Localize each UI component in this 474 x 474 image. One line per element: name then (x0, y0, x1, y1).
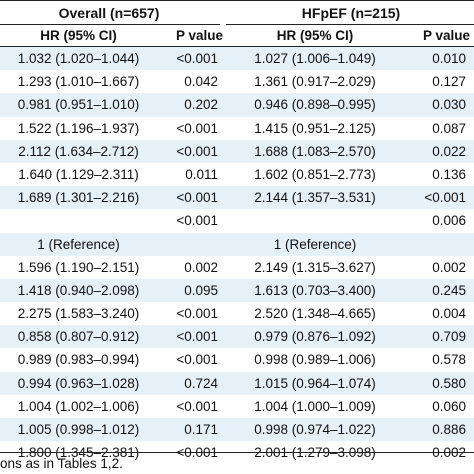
overall-hr-cell: 1.032 (1.020–1.044) (17, 51, 140, 66)
table-row: 1.596 (1.190–2.151) 0.002 2.149 (1.315–3.6… (0, 256, 474, 279)
overall-hr-cell: 2.275 (1.583–3.240) (17, 306, 140, 322)
overall-p-value-cell: 0.724 (184, 375, 218, 391)
hfpef-hr-cell: 0.979 (0.876–1.092) (254, 329, 376, 345)
hfpef-p-value-cell: 0.886 (432, 422, 466, 437)
overall-hr-cell: 1.522 (1.196–1.937) (17, 120, 140, 136)
hfpef-hr-cell: 0.998 (0.989–1.006) (254, 352, 376, 368)
table-row: 0.989 (0.983–0.994) <0.001 0.998 (0.989–1.… (0, 348, 474, 371)
table-body: 1.032 (1.020–1.044) <0.001 1.027 (1.006–1.… (0, 47, 474, 464)
overall-hr-cell: 1.005 (0.998–1.012) (17, 422, 140, 437)
hfpef-p-value-cell: 0.087 (432, 120, 466, 136)
hfpef-hr-cell (228, 209, 402, 232)
hfpef-hr-cell: 1.361 (0.917–2.029) (254, 74, 376, 90)
table-row: 1.522 (1.196–1.937) <0.001 1.415 (0.951–2.… (0, 117, 474, 140)
hfpef-p-value-cell: 0.580 (432, 375, 466, 391)
hfpef-group-rule (226, 24, 474, 25)
hfpef-p-value-cell: 0.010 (432, 51, 466, 66)
overall-p-value-cell: 0.202 (184, 97, 218, 113)
table-row: 0.858 (0.807–0.912) <0.001 0.979 (0.876–1.… (0, 325, 474, 349)
overall-hr-cell: 1.640 (1.129–2.311) (18, 166, 139, 182)
overall-p-value-cell (157, 233, 218, 256)
hfpef-p-value-cell: 0.245 (432, 282, 466, 298)
hfpef-hr-column-header: HR (95% CI) (276, 28, 354, 43)
overall-p-column-header: P value (175, 28, 223, 43)
overall-p-value-cell: 0.002 (184, 259, 218, 275)
table-bottom-rule (0, 452, 474, 453)
table-top-rule (0, 0, 474, 1)
table-row: 1.689 (1.301–2.216) <0.001 2.144 (1.357–3.… (0, 186, 474, 210)
overall-hr-cell: 1.418 (0.940–2.098) (17, 282, 140, 298)
hfpef-p-value-cell: 0.127 (432, 74, 466, 90)
overall-p-value-cell: <0.001 (176, 213, 218, 229)
table-row: 0.981 (0.951–1.010) 0.202 0.946 (0.898–0.9… (0, 93, 474, 117)
table-row: 1.293 (1.010–1.667) 0.042 1.361 (0.917–2.0… (0, 70, 474, 93)
overall-p-value-cell: <0.001 (176, 120, 218, 136)
overall-hr-cell (0, 209, 157, 232)
overall-group-header: Overall (n=657) (58, 5, 160, 21)
overall-p-value-cell: <0.001 (176, 306, 218, 322)
overall-hr-cell: 1.293 (1.010–1.667) (17, 74, 140, 90)
hfpef-hr-cell: 2.149 (1.315–3.627) (254, 259, 376, 275)
hfpef-p-value-cell: 0.030 (432, 97, 466, 113)
table-row: 1.418 (0.940–2.098) 0.095 1.613 (0.703–3.4… (0, 278, 474, 303)
table-row: <0.001 0.006 (0, 209, 474, 232)
hfpef-hr-cell: 1.004 (1.000–1.009) (254, 398, 376, 414)
overall-p-value-cell: <0.001 (176, 329, 218, 345)
hfpef-p-value-cell: 0.006 (432, 213, 466, 229)
hfpef-hr-cell: 0.998 (0.974–1.022) (254, 422, 376, 437)
overall-p-value-cell: <0.001 (176, 190, 218, 206)
table-row: 2.112 (1.634–2.712) <0.001 1.688 (1.083–2.… (0, 139, 474, 163)
hfpef-hr-cell: 1 (Reference) (273, 236, 357, 252)
overall-hr-cell: 0.981 (0.951–1.010) (17, 97, 140, 113)
overall-hr-cell: 1.596 (1.190–2.151) (17, 259, 140, 275)
table-row: 1.640 (1.129–2.311) 0.011 1.602 (0.851–2.7… (0, 163, 474, 186)
table-row: 2.275 (1.583–3.240) <0.001 2.520 (1.348–4.… (0, 302, 474, 325)
overall-hr-cell: 1.689 (1.301–2.216) (17, 190, 140, 206)
hfpef-hr-cell: 1.015 (0.964–1.074) (254, 375, 376, 391)
hfpef-p-value-cell: 0.002 (432, 259, 466, 275)
hfpef-hr-cell: 2.520 (1.348–4.665) (254, 306, 376, 322)
hfpef-group-header: HFpEF (n=215) (301, 5, 401, 21)
hfpef-p-value-cell (402, 233, 466, 256)
overall-hr-cell: 0.994 (0.963–1.028) (17, 375, 140, 391)
table-row: 1.005 (0.998–1.012) 0.171 0.998 (0.974–1.0… (0, 418, 474, 442)
overall-p-value-cell: 0.042 (184, 74, 218, 90)
overall-group-rule (0, 24, 220, 25)
table-footnote: ons as in Tables 1,2. (0, 456, 123, 471)
overall-p-value-cell: 0.011 (185, 166, 218, 182)
hfpef-hr-cell: 0.946 (0.898–0.995) (254, 97, 376, 113)
hfpef-hr-cell: 1.688 (1.083–2.570) (254, 143, 376, 159)
overall-p-value-cell: <0.001 (176, 398, 218, 414)
hfpef-hr-cell: 1.613 (0.703–3.400) (254, 282, 376, 298)
hfpef-hr-cell: 1.602 (0.851–2.773) (254, 166, 376, 182)
hfpef-hr-cell: 2.144 (1.357–3.531) (254, 190, 376, 206)
hfpef-p-value-cell: 0.022 (432, 143, 466, 159)
hfpef-p-value-cell: 0.004 (432, 306, 466, 322)
overall-p-value-cell: 0.095 (184, 282, 218, 298)
header-bottom-rule (0, 46, 474, 47)
overall-hr-cell: 1.004 (1.002–1.006) (17, 398, 140, 414)
hfpef-p-value-cell: 0.136 (432, 166, 466, 182)
table-row: 0.994 (0.963–1.028) 0.724 1.015 (0.964–1.0… (0, 371, 474, 395)
hfpef-p-value-cell: 0.060 (432, 398, 466, 414)
overall-p-value-cell: <0.001 (176, 352, 218, 368)
overall-p-value-cell: <0.001 (176, 143, 218, 159)
overall-p-value-cell: 0.171 (184, 422, 218, 437)
overall-hr-cell: 1 (Reference) (37, 236, 120, 252)
table-row: 1 (Reference) 1 (Reference) (0, 232, 474, 256)
table-row: 1.004 (1.002–1.006) <0.001 1.004 (1.000–1.… (0, 395, 474, 418)
hfpef-p-value-cell: 0.709 (432, 329, 466, 345)
hfpef-p-value-cell: <0.001 (424, 190, 466, 206)
overall-hr-cell: 2.112 (1.634–2.712) (18, 143, 139, 159)
hfpef-p-column-header: P value (422, 28, 470, 43)
overall-p-value-cell: <0.001 (176, 51, 218, 66)
hfpef-hr-cell: 1.415 (0.951–2.125) (254, 120, 376, 136)
table-row: 1.032 (1.020–1.044) <0.001 1.027 (1.006–1.… (0, 47, 474, 71)
overall-hr-cell: 0.858 (0.807–0.912) (17, 329, 140, 345)
hfpef-hr-cell: 1.027 (1.006–1.049) (254, 51, 376, 66)
overall-hr-cell: 0.989 (0.983–0.994) (17, 352, 140, 368)
overall-hr-column-header: HR (95% CI) (40, 28, 117, 43)
hfpef-p-value-cell: 0.578 (432, 352, 466, 368)
